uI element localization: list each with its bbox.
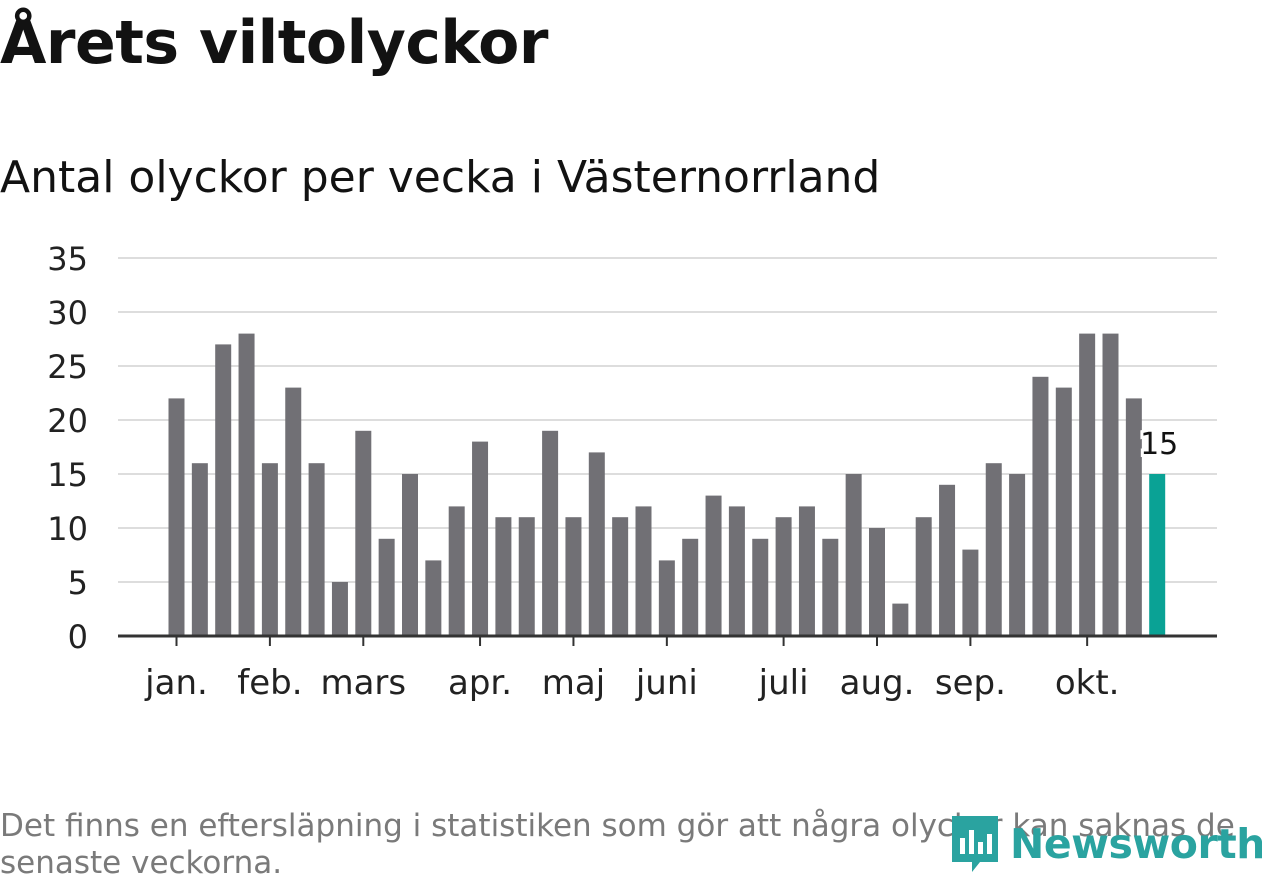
y-axis: 0 5 10 15 20 25 30 35 bbox=[47, 240, 88, 656]
bar bbox=[331, 582, 348, 636]
y-tick-label: 5 bbox=[68, 564, 88, 602]
x-tick-label: feb. bbox=[237, 663, 302, 703]
bar bbox=[448, 506, 465, 636]
bar bbox=[869, 528, 885, 636]
bar bbox=[985, 463, 1002, 636]
y-tick-label: 35 bbox=[47, 240, 88, 278]
bar bbox=[1009, 474, 1026, 636]
bar bbox=[565, 517, 582, 636]
bar bbox=[752, 538, 769, 636]
y-tick-label: 15 bbox=[47, 456, 88, 494]
bar bbox=[612, 517, 629, 636]
x-tick-label: mars bbox=[320, 663, 406, 703]
bar bbox=[939, 484, 956, 636]
bar bbox=[472, 441, 489, 636]
bar bbox=[378, 538, 395, 636]
chart-subtitle: Antal olyckor per vecka i Västernorrland bbox=[0, 152, 881, 203]
bar bbox=[798, 506, 815, 636]
bars bbox=[168, 333, 1166, 636]
bar bbox=[682, 538, 699, 636]
bar bbox=[355, 430, 372, 636]
y-tick-label: 30 bbox=[47, 294, 88, 332]
bar bbox=[1055, 387, 1072, 636]
bar bbox=[1149, 474, 1166, 636]
bar bbox=[892, 603, 909, 636]
x-tick-label: apr. bbox=[448, 663, 512, 703]
x-tick-label: aug. bbox=[840, 663, 915, 703]
bar bbox=[705, 495, 722, 636]
x-tick-label: juli bbox=[758, 663, 809, 703]
bar bbox=[215, 344, 232, 636]
data-label: 15 bbox=[1140, 427, 1178, 462]
bar bbox=[518, 517, 535, 636]
bar bbox=[1032, 376, 1049, 636]
y-tick-label: 0 bbox=[68, 618, 88, 656]
bar bbox=[542, 430, 559, 636]
annotations: 15 bbox=[1137, 424, 1181, 465]
bar bbox=[402, 474, 418, 636]
bar bbox=[285, 387, 302, 636]
y-tick-label: 25 bbox=[47, 348, 88, 386]
bar bbox=[915, 517, 932, 636]
bar bbox=[1102, 333, 1119, 636]
newsworthy-logo: Newsworthy bbox=[950, 812, 1262, 876]
y-tick-label: 20 bbox=[47, 402, 88, 440]
x-axis: jan. feb. mars apr. maj juni juli aug. sep. okt. bbox=[144, 636, 1119, 703]
newsworthy-logo-text: Newsworthy bbox=[1010, 820, 1262, 868]
y-tick-label: 10 bbox=[47, 510, 88, 548]
bar bbox=[658, 560, 675, 636]
x-tick-label: maj bbox=[542, 663, 605, 703]
bar bbox=[308, 463, 325, 636]
x-tick-label: jan. bbox=[144, 663, 208, 703]
bar bbox=[962, 549, 979, 636]
bar bbox=[425, 560, 442, 636]
bar bbox=[728, 506, 745, 636]
bar bbox=[775, 517, 792, 636]
bar bbox=[1125, 398, 1142, 636]
bar bbox=[495, 517, 512, 636]
x-tick-label: sep. bbox=[935, 663, 1006, 703]
bar bbox=[822, 538, 839, 636]
bar bbox=[168, 398, 185, 636]
bar bbox=[261, 463, 278, 636]
bar bbox=[1079, 333, 1096, 636]
chart-title: Årets viltolyckor bbox=[0, 8, 549, 78]
x-tick-label: juni bbox=[635, 663, 698, 703]
bar bbox=[635, 506, 652, 636]
bar bbox=[845, 474, 862, 636]
x-tick-label: okt. bbox=[1055, 663, 1120, 703]
newsworthy-logo-icon bbox=[952, 816, 998, 872]
gridlines bbox=[118, 257, 1217, 583]
bar bbox=[238, 333, 255, 636]
bar bbox=[191, 463, 208, 636]
footnote: Det finns en eftersläpning i statistiken… bbox=[0, 808, 1235, 881]
bar bbox=[588, 452, 605, 636]
